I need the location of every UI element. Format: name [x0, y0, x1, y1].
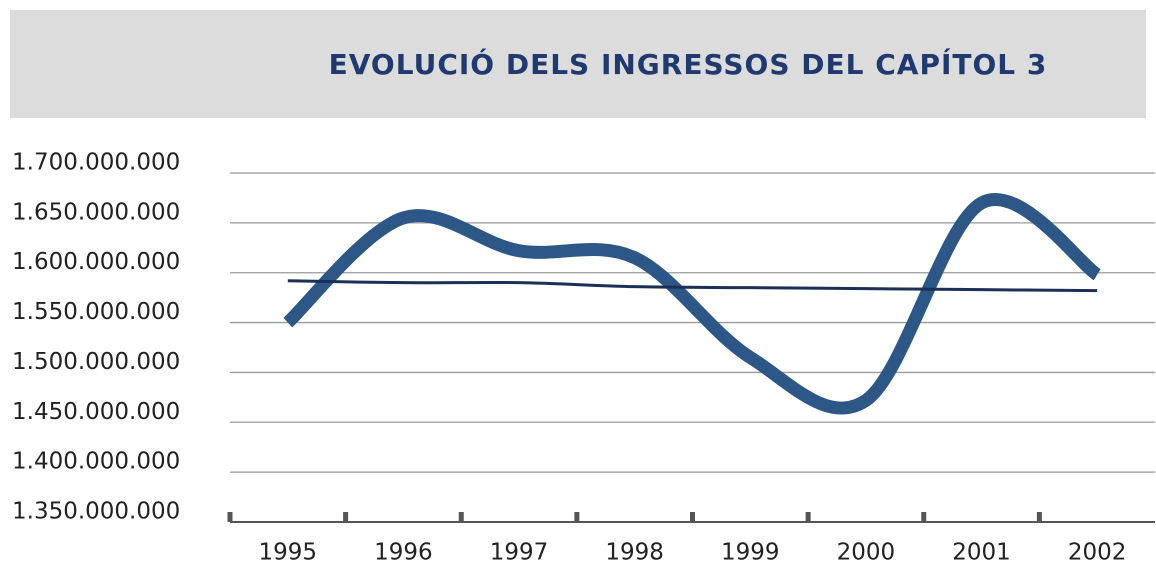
y-tick-label: 1.500.000.000: [12, 349, 180, 375]
line-series: [283, 193, 1102, 415]
y-tick-label: 1.450.000.000: [12, 399, 180, 425]
y-tick-label: 1.350.000.000: [12, 499, 180, 525]
x-tick-label: 1999: [721, 540, 780, 564]
x-tick-label: 2000: [837, 540, 896, 564]
y-tick-label: 1.600.000.000: [12, 249, 180, 275]
x-tick-label: 1995: [259, 540, 318, 564]
line-series: [287, 279, 1098, 293]
x-tick-label: 1996: [374, 540, 433, 564]
x-tick-label: 1998: [605, 540, 664, 564]
x-tick-label: 1997: [490, 540, 549, 564]
y-tick-label: 1.400.000.000: [12, 449, 180, 475]
x-tick-label: 2001: [952, 540, 1011, 564]
y-tick-label: 1.700.000.000: [12, 150, 180, 176]
y-tick-label: 1.650.000.000: [12, 199, 180, 225]
title-banner: EVOLUCIÓ DELS INGRESSOS DEL CAPÍTOL 3: [10, 10, 1146, 118]
chart-title: EVOLUCIÓ DELS INGRESSOS DEL CAPÍTOL 3: [328, 48, 1048, 81]
x-tick-label: 2002: [1068, 540, 1127, 564]
y-tick-label: 1.550.000.000: [12, 299, 180, 325]
